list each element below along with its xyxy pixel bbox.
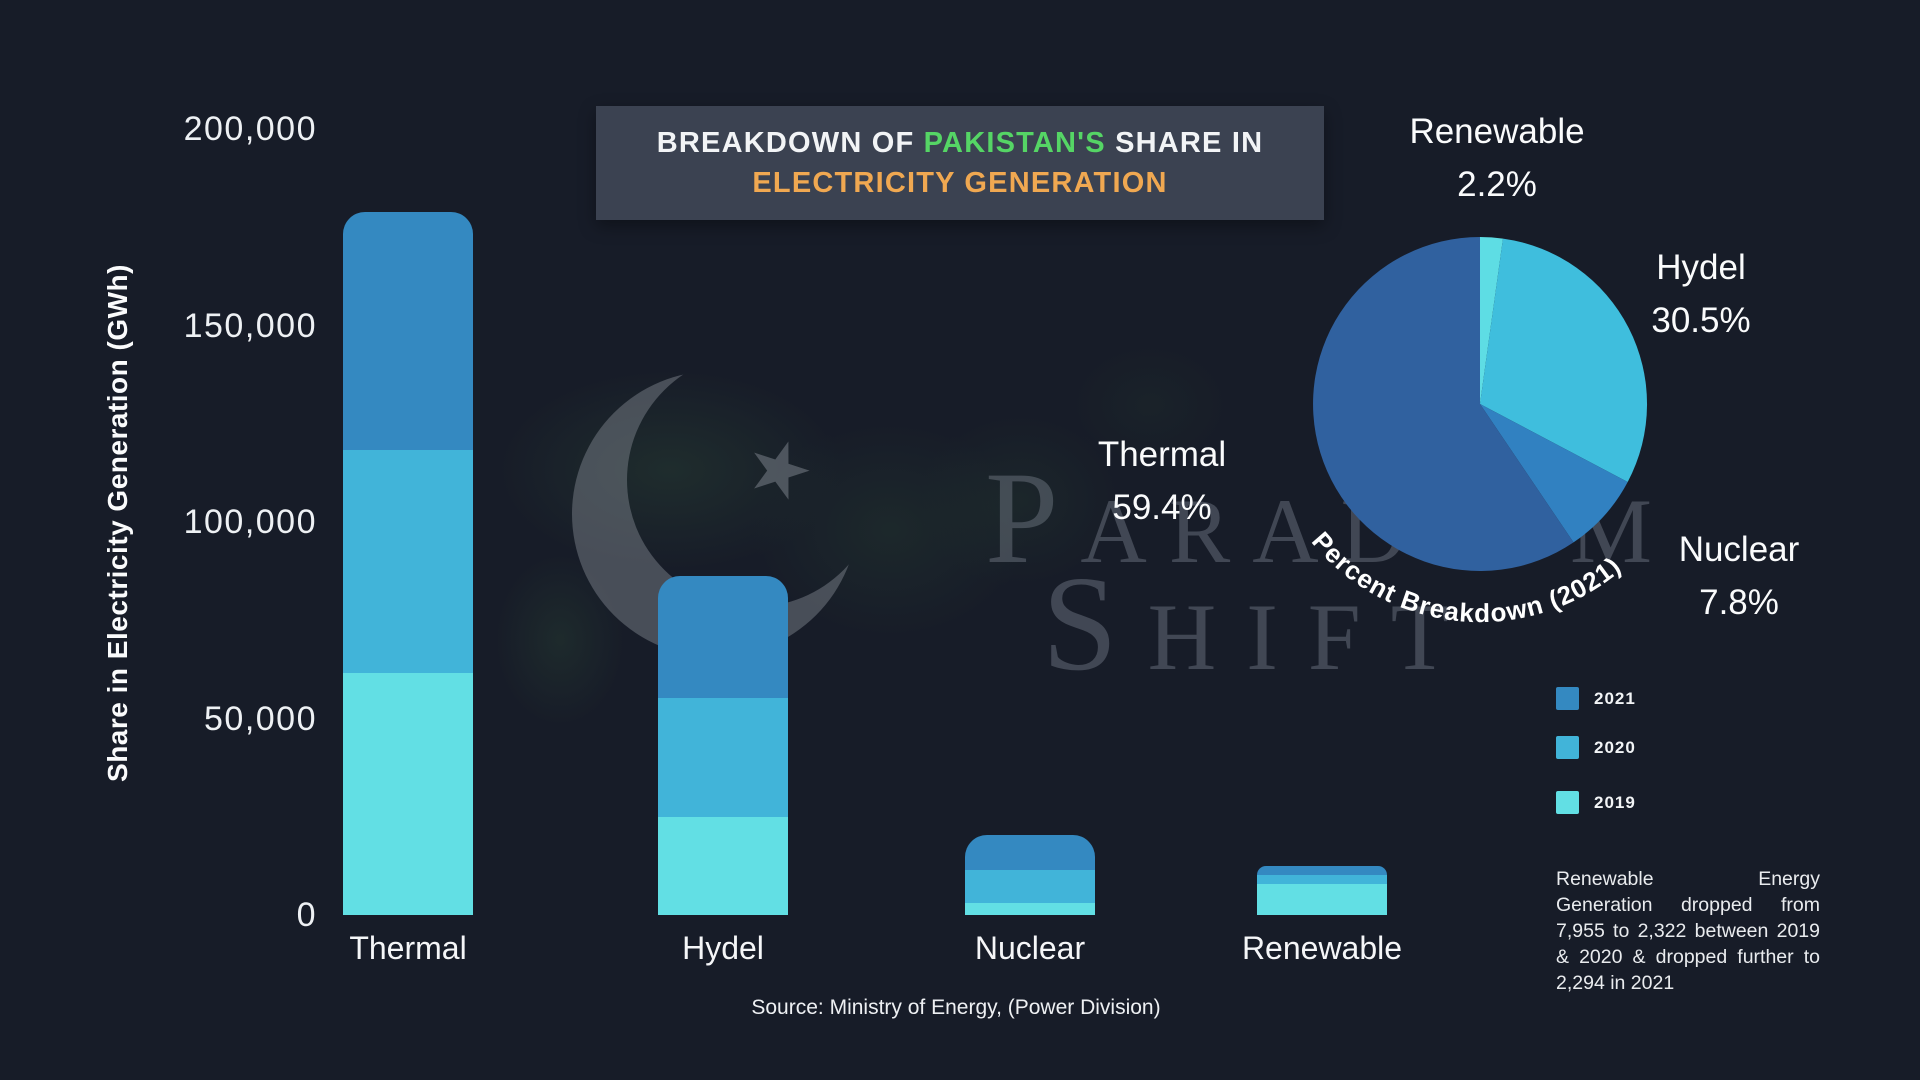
- bar-segment-nuclear-2019: [965, 902, 1095, 915]
- pie-slices-group: [1313, 237, 1648, 571]
- watermark-shift: Shift: [1042, 549, 1479, 699]
- category-label-nuclear: Nuclear: [974, 930, 1086, 966]
- y-tick-label: 200,000: [183, 110, 317, 148]
- world-map-texture: [880, 380, 1160, 620]
- legend-item-2021: 2021: [1556, 687, 1636, 710]
- y-tick-label: 100,000: [183, 503, 317, 541]
- pie-slice-renewable: [1480, 237, 1503, 404]
- title-text-post: SHARE IN: [1105, 126, 1264, 159]
- bar-segment-thermal-2020: [343, 450, 473, 673]
- bar-segment-renewable-2020: [1257, 874, 1387, 884]
- bar-segment-hydel-2020: [658, 698, 788, 818]
- y-tick-label: 0: [296, 896, 317, 934]
- y-tick-label: 50,000: [204, 699, 317, 738]
- bar-segment-hydel-2021: [658, 575, 788, 699]
- pie-label-nuclear-pct: 7.8%: [1699, 583, 1779, 622]
- pie-label-hydel-pct: 30.5%: [1651, 301, 1751, 340]
- bar-segment-renewable-2019: [1257, 883, 1387, 915]
- legend-label-2019: 2019: [1594, 792, 1636, 812]
- pie-label-nuclear: Nuclear 7.8%: [1579, 523, 1899, 629]
- pie-label-nuclear-name: Nuclear: [1678, 530, 1800, 569]
- pie-slice-hydel: [1480, 238, 1648, 482]
- crescent-outer-circle: [572, 371, 858, 657]
- title-text-pre: BREAKDOWN OF: [656, 126, 924, 159]
- bar-segment-hydel-2019: [658, 817, 788, 915]
- pie-label-thermal: Thermal 59.4%: [1002, 428, 1322, 534]
- legend-swatch-2021: [1556, 687, 1579, 710]
- chart-title-box: BREAKDOWN OF PAKISTAN'S SHARE IN ELECTRI…: [596, 106, 1324, 220]
- legend-label-2020: 2020: [1594, 737, 1636, 757]
- pie-label-hydel: Hydel 30.5%: [1541, 241, 1861, 347]
- legend-label-2021: 2021: [1594, 688, 1636, 708]
- category-label-thermal: Thermal: [349, 930, 467, 966]
- pie-slice-thermal: [1313, 237, 1574, 571]
- category-label-hydel: Hydel: [682, 930, 764, 966]
- renewable-footnote: Renewable Energy Generation dropped from…: [1556, 868, 1820, 994]
- chart-title-line2: ELECTRICITY GENERATION: [752, 166, 1168, 199]
- bar-segment-nuclear-2020: [965, 869, 1095, 903]
- pie-label-thermal-pct: 59.4%: [1112, 488, 1212, 527]
- pie-chart: Percent Breakdown (2021): [1306, 237, 1648, 628]
- pie-label-renewable: Renewable 2.2%: [1337, 105, 1657, 211]
- bar-segment-nuclear-2021: [965, 834, 1095, 870]
- legend-swatch-2019: [1556, 791, 1579, 814]
- legend-item-2020: 2020: [1556, 736, 1636, 759]
- pie-slice-nuclear: [1480, 404, 1628, 543]
- y-tick-label: 150,000: [183, 306, 317, 345]
- legend-swatch-2020: [1556, 736, 1579, 759]
- crescent-moon-graphic: [572, 371, 858, 657]
- bar-segment-thermal-2019: [343, 672, 473, 915]
- pie-label-renewable-name: Renewable: [1409, 112, 1585, 151]
- category-label-renewable: Renewable: [1241, 930, 1403, 966]
- bar-segment-renewable-2021: [1257, 865, 1387, 875]
- pie-label-thermal-name: Thermal: [1097, 435, 1227, 474]
- title-text-highlight: PAKISTAN'S: [923, 126, 1106, 159]
- pie-label-hydel-name: Hydel: [1656, 248, 1746, 287]
- pie-label-renewable-pct: 2.2%: [1457, 165, 1537, 204]
- world-map-texture: [1040, 320, 1260, 490]
- chart-title-line1: BREAKDOWN OF PAKISTAN'S SHARE IN: [657, 127, 1264, 160]
- source-attribution: Source: Ministry of Energy, (Power Divis…: [751, 996, 1161, 1019]
- bar-segment-thermal-2021: [343, 211, 473, 451]
- legend-item-2019: 2019: [1556, 791, 1636, 814]
